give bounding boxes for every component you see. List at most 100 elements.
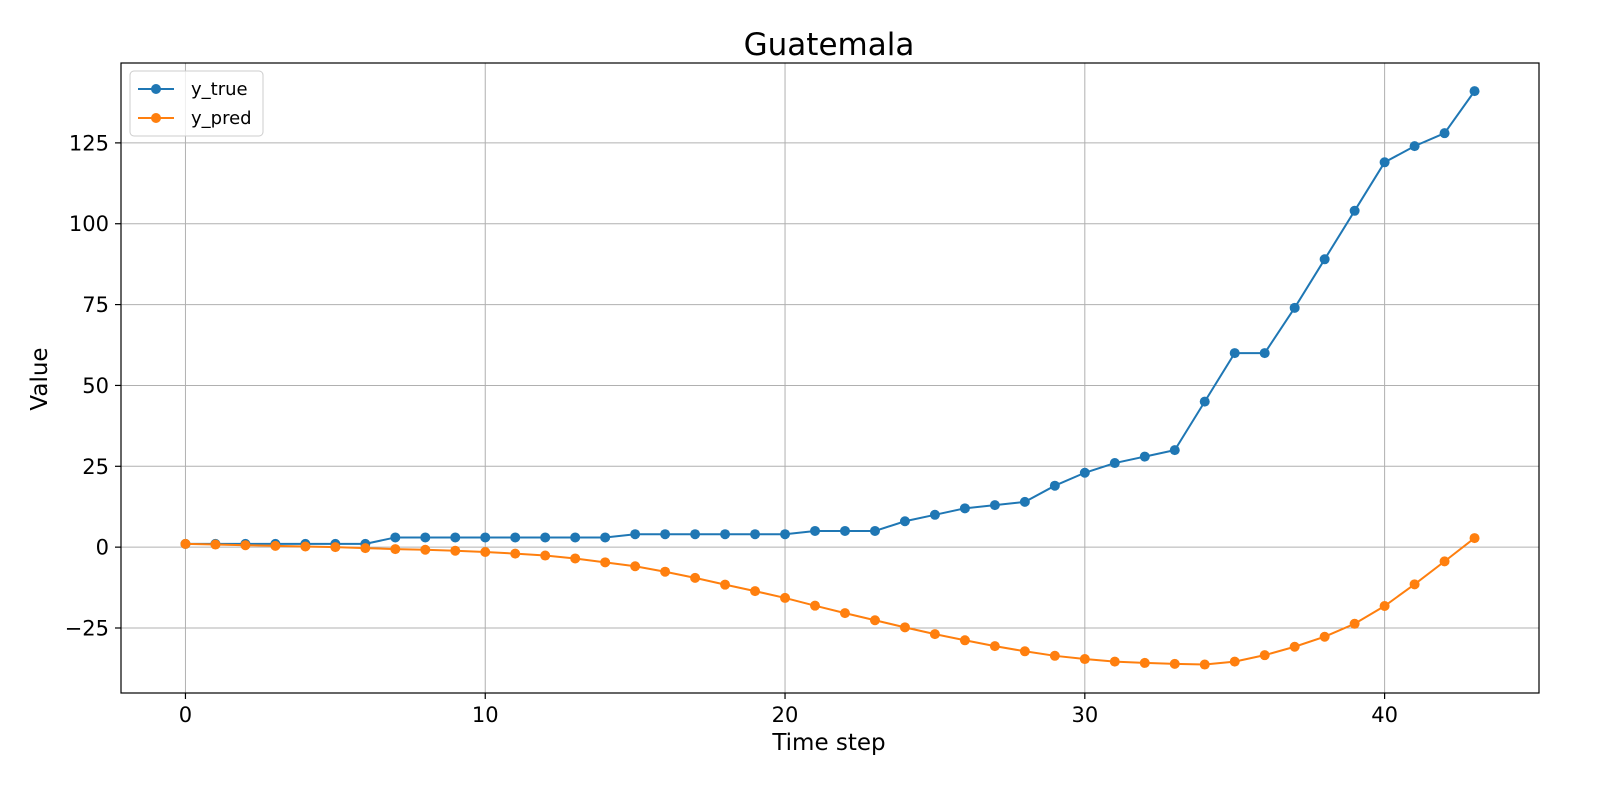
data-point-y_true: [780, 529, 791, 540]
data-point-y_pred: [989, 641, 1000, 652]
data-point-y_true: [630, 529, 641, 540]
y-axis-label: Value: [27, 347, 53, 410]
data-point-y_true: [750, 529, 761, 540]
y-tick-label: 100: [69, 212, 109, 236]
data-point-y_pred: [810, 600, 821, 611]
data-point-y_true: [1079, 467, 1090, 478]
data-point-y_true: [1259, 348, 1270, 359]
data-point-y_pred: [1289, 641, 1300, 652]
y-tick-label: 50: [82, 374, 109, 398]
legend-label-y_true: y_true: [191, 79, 248, 100]
data-point-y_pred: [1259, 650, 1270, 661]
data-point-y_pred: [839, 608, 850, 619]
data-point-y_pred: [1319, 631, 1330, 642]
data-point-y_true: [570, 532, 581, 543]
data-point-y_pred: [1379, 601, 1390, 612]
data-point-y_true: [1319, 254, 1330, 265]
data-point-y_pred: [360, 543, 371, 554]
data-point-y_pred: [1349, 618, 1360, 629]
data-point-y_pred: [959, 635, 970, 646]
data-point-y_pred: [540, 550, 551, 561]
legend-marker-y_pred: [151, 113, 161, 123]
data-point-y_true: [600, 532, 611, 543]
data-point-y_pred: [1019, 646, 1030, 657]
data-point-y_pred: [660, 566, 671, 577]
data-point-y_true: [929, 509, 940, 520]
data-point-y_true: [1049, 480, 1060, 491]
data-point-y_pred: [390, 544, 401, 555]
data-point-y_pred: [330, 542, 341, 553]
data-point-y_pred: [1169, 658, 1180, 669]
data-point-y_pred: [1439, 556, 1450, 567]
series-line-y_pred: [185, 537, 1476, 666]
data-point-y_true: [720, 529, 731, 540]
data-point-y_pred: [1409, 579, 1420, 590]
data-point-y_true: [1199, 396, 1210, 407]
data-point-y_pred: [869, 615, 880, 626]
data-point-y_pred: [780, 592, 791, 603]
data-point-y_pred: [210, 539, 221, 550]
data-point-y_pred: [1199, 659, 1210, 670]
data-point-y_pred: [750, 586, 761, 597]
legend-label-y_pred: y_pred: [191, 108, 252, 129]
data-point-y_true: [420, 532, 431, 543]
data-point-y_true: [899, 516, 910, 527]
data-point-y_true: [989, 500, 1000, 511]
data-point-y_pred: [510, 548, 521, 559]
data-point-y_true: [480, 532, 491, 543]
data-point-y_true: [540, 532, 551, 543]
legend: y_true y_pred: [129, 70, 264, 137]
data-point-y_pred: [270, 540, 281, 551]
data-point-y_pred: [1229, 656, 1240, 667]
data-point-y_true: [959, 503, 970, 514]
chart-title: Guatemala: [744, 27, 915, 63]
data-point-y_pred: [929, 629, 940, 640]
data-point-y_true: [1469, 86, 1480, 97]
data-point-y_pred: [180, 538, 191, 549]
data-point-y_true: [390, 532, 401, 543]
data-point-y_pred: [450, 545, 461, 556]
legend-marker-y_true: [151, 84, 161, 94]
series-y_pred: [180, 533, 1480, 670]
x-tick-label: 40: [1371, 703, 1398, 727]
data-point-y_pred: [690, 572, 701, 583]
data-point-y_true: [869, 525, 880, 536]
data-point-y_pred: [240, 540, 251, 551]
data-point-y_true: [1019, 496, 1030, 507]
y-tick-label: 25: [82, 455, 109, 479]
y-tick-label: 75: [82, 293, 109, 317]
y-tick-label: 0: [96, 536, 109, 560]
plot-frame: [120, 62, 1540, 694]
data-point-y_true: [1439, 128, 1450, 139]
x-tick-label: 0: [179, 703, 192, 727]
data-point-y_true: [1409, 141, 1420, 152]
data-point-y_pred: [720, 579, 731, 590]
data-point-y_pred: [1079, 654, 1090, 665]
axis-ticks: 0 10 20 30 40 −25 0 25 50 75 100 125: [65, 131, 1398, 727]
legend-box: [129, 70, 264, 137]
data-point-y_pred: [1469, 533, 1480, 544]
data-point-y_pred: [570, 553, 581, 564]
data-point-y_true: [1139, 451, 1150, 462]
data-point-y_pred: [1049, 650, 1060, 661]
y-tick-label: 125: [69, 131, 109, 155]
data-point-y_true: [1169, 445, 1180, 456]
y-tick-label: −25: [65, 616, 109, 640]
data-point-y_pred: [480, 546, 491, 557]
grid-lines: [121, 63, 1539, 693]
series-line-y_true: [185, 90, 1476, 545]
x-tick-label: 30: [1071, 703, 1098, 727]
data-point-y_true: [839, 525, 850, 536]
data-point-y_true: [810, 525, 821, 536]
data-point-y_true: [1349, 205, 1360, 216]
data-point-y_true: [660, 529, 671, 540]
data-point-y_true: [1379, 157, 1390, 168]
data-point-y_pred: [1139, 657, 1150, 668]
x-axis-label: Time step: [771, 730, 885, 756]
data-point-y_pred: [300, 541, 311, 552]
data-point-y_pred: [1109, 656, 1120, 667]
series-layer: [180, 86, 1480, 670]
